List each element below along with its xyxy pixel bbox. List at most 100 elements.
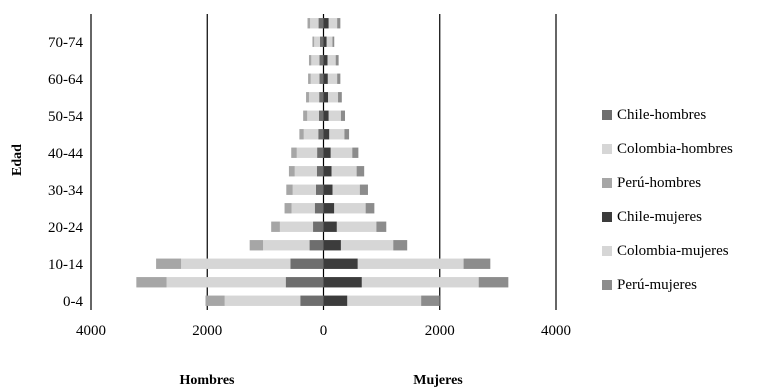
- bar-colombiahombres-55-59: [308, 92, 320, 103]
- bar-colombiamujeres-40-44: [330, 147, 353, 158]
- legend-item: Chile-mujeres: [602, 200, 777, 234]
- bar-chilehombres-60-64: [319, 73, 324, 84]
- bar-chilemujeres-60-64: [323, 73, 328, 84]
- bar-colombiahombres-15-19: [263, 240, 310, 251]
- bar-permujeres-40-44: [352, 147, 359, 158]
- x-tick-label: 2000: [192, 323, 222, 339]
- bar-colombiamujeres-25-29: [334, 203, 366, 214]
- bar-colombiahombres-65-69: [311, 55, 320, 66]
- bar-chilemujeres-25-29: [323, 203, 335, 214]
- y-tick-label: 30-34: [48, 183, 83, 199]
- bar-chilemujeres-10-14: [323, 258, 358, 269]
- bar-colombiamujeres-65-69: [327, 55, 336, 66]
- x-tick-label: 4000: [541, 323, 571, 339]
- bar-chilehombres-50-54: [318, 110, 324, 121]
- y-tick-label: 70-74: [48, 35, 83, 51]
- bar-perhombres-75+: [307, 18, 311, 29]
- bar-colombiamujeres-50-54: [328, 110, 341, 121]
- chart-legend: Chile-hombres Colombia-hombres Perú-hombre…: [602, 98, 777, 302]
- bar-chilehombres-20-24: [313, 221, 324, 232]
- x-axis-title-right: Mujeres: [413, 373, 463, 387]
- bar-permujeres-0-4: [421, 295, 440, 306]
- x-axis: 4000 2000 0 2000 4000: [76, 323, 571, 339]
- bar-chilemujeres-35-39: [323, 166, 332, 177]
- bar-chilehombres-40-44: [317, 147, 324, 158]
- bar-colombiamujeres-20-24: [336, 221, 377, 232]
- bar-colombiahombres-0-4: [224, 295, 301, 306]
- y-axis-title: Edad: [10, 144, 25, 176]
- bar-chilemujeres-5-9: [323, 277, 362, 288]
- legend-swatch: [602, 144, 612, 154]
- bar-chilehombres-70-74: [320, 36, 324, 47]
- bar-colombiamujeres-10-14: [357, 258, 464, 269]
- bar-perhombres-15-19: [249, 240, 264, 251]
- y-tick-label: 0-4: [63, 294, 83, 310]
- bar-chilehombres-25-29: [314, 203, 324, 214]
- bar-chilehombres-15-19: [309, 240, 324, 251]
- bar-perhombres-25-29: [284, 203, 292, 214]
- bar-colombiahombres-25-29: [291, 203, 315, 214]
- bar-colombiamujeres-70-74: [326, 36, 333, 47]
- bar-perhombres-35-39: [288, 166, 295, 177]
- bar-chilehombres-65-69: [319, 55, 324, 66]
- legend-label: Colombia-mujeres: [617, 242, 729, 259]
- bar-colombiahombres-50-54: [307, 110, 319, 121]
- bar-chilehombres-0-4: [300, 295, 324, 306]
- bar-colombiamujeres-45-49: [329, 129, 345, 140]
- bar-colombiahombres-30-34: [292, 184, 316, 195]
- bar-chilehombres-55-59: [319, 92, 324, 103]
- bar-colombiamujeres-35-39: [331, 166, 357, 177]
- legend-swatch: [602, 280, 612, 290]
- bar-colombiahombres-40-44: [296, 147, 318, 158]
- legend-item: Chile-hombres: [602, 98, 777, 132]
- bar-perhombres-50-54: [303, 110, 308, 121]
- bar-perhombres-5-9: [136, 277, 167, 288]
- legend-swatch: [602, 246, 612, 256]
- bar-perhombres-55-59: [306, 92, 309, 103]
- legend-label: Chile-mujeres: [617, 208, 702, 225]
- bar-colombiahombres-5-9: [166, 277, 286, 288]
- bar-perhombres-20-24: [271, 221, 280, 232]
- y-tick-label: 10-14: [48, 257, 83, 273]
- bar-permujeres-50-54: [340, 110, 346, 121]
- legend-swatch: [602, 212, 612, 222]
- bar-perhombres-30-34: [286, 184, 293, 195]
- y-tick-label: 40-44: [48, 146, 83, 162]
- bar-perhombres-40-44: [291, 147, 297, 158]
- bar-chilemujeres-40-44: [323, 147, 331, 158]
- y-tick-label: 20-24: [48, 220, 83, 236]
- bar-chilemujeres-45-49: [323, 129, 330, 140]
- legend-label: Chile-hombres: [617, 106, 707, 123]
- bar-perhombres-60-64: [308, 73, 311, 84]
- bar-colombiahombres-10-14: [181, 258, 291, 269]
- bar-chilemujeres-20-24: [323, 221, 337, 232]
- bar-colombiahombres-60-64: [310, 73, 320, 84]
- legend-swatch: [602, 110, 612, 120]
- bar-permujeres-25-29: [365, 203, 375, 214]
- bar-permujeres-10-14: [463, 258, 491, 269]
- bar-colombiamujeres-0-4: [347, 295, 422, 306]
- legend-swatch: [602, 178, 612, 188]
- bar-colombiamujeres-60-64: [327, 73, 338, 84]
- bar-chilehombres-45-49: [318, 129, 324, 140]
- bar-chilehombres-10-14: [290, 258, 324, 269]
- bar-perhombres-65-69: [308, 55, 312, 66]
- legend-item: Perú-hombres: [602, 166, 777, 200]
- bar-chilemujeres-55-59: [323, 92, 329, 103]
- bar-perhombres-10-14: [156, 258, 182, 269]
- bar-permujeres-35-39: [356, 166, 365, 177]
- bar-chilehombres-5-9: [285, 277, 324, 288]
- bar-chilemujeres-70-74: [323, 36, 327, 47]
- bar-chilemujeres-15-19: [323, 240, 341, 251]
- bar-colombiahombres-20-24: [279, 221, 314, 232]
- bar-colombiahombres-70-74: [314, 36, 321, 47]
- bar-colombiahombres-45-49: [303, 129, 319, 140]
- bar-permujeres-5-9: [478, 277, 509, 288]
- bar-permujeres-15-19: [393, 240, 408, 251]
- bar-permujeres-75+: [337, 18, 341, 29]
- legend-label: Colombia-hombres: [617, 140, 733, 157]
- bar-colombiahombres-75+: [310, 18, 319, 29]
- legend-item: Perú-mujeres: [602, 268, 777, 302]
- bar-chilehombres-75+: [318, 18, 324, 29]
